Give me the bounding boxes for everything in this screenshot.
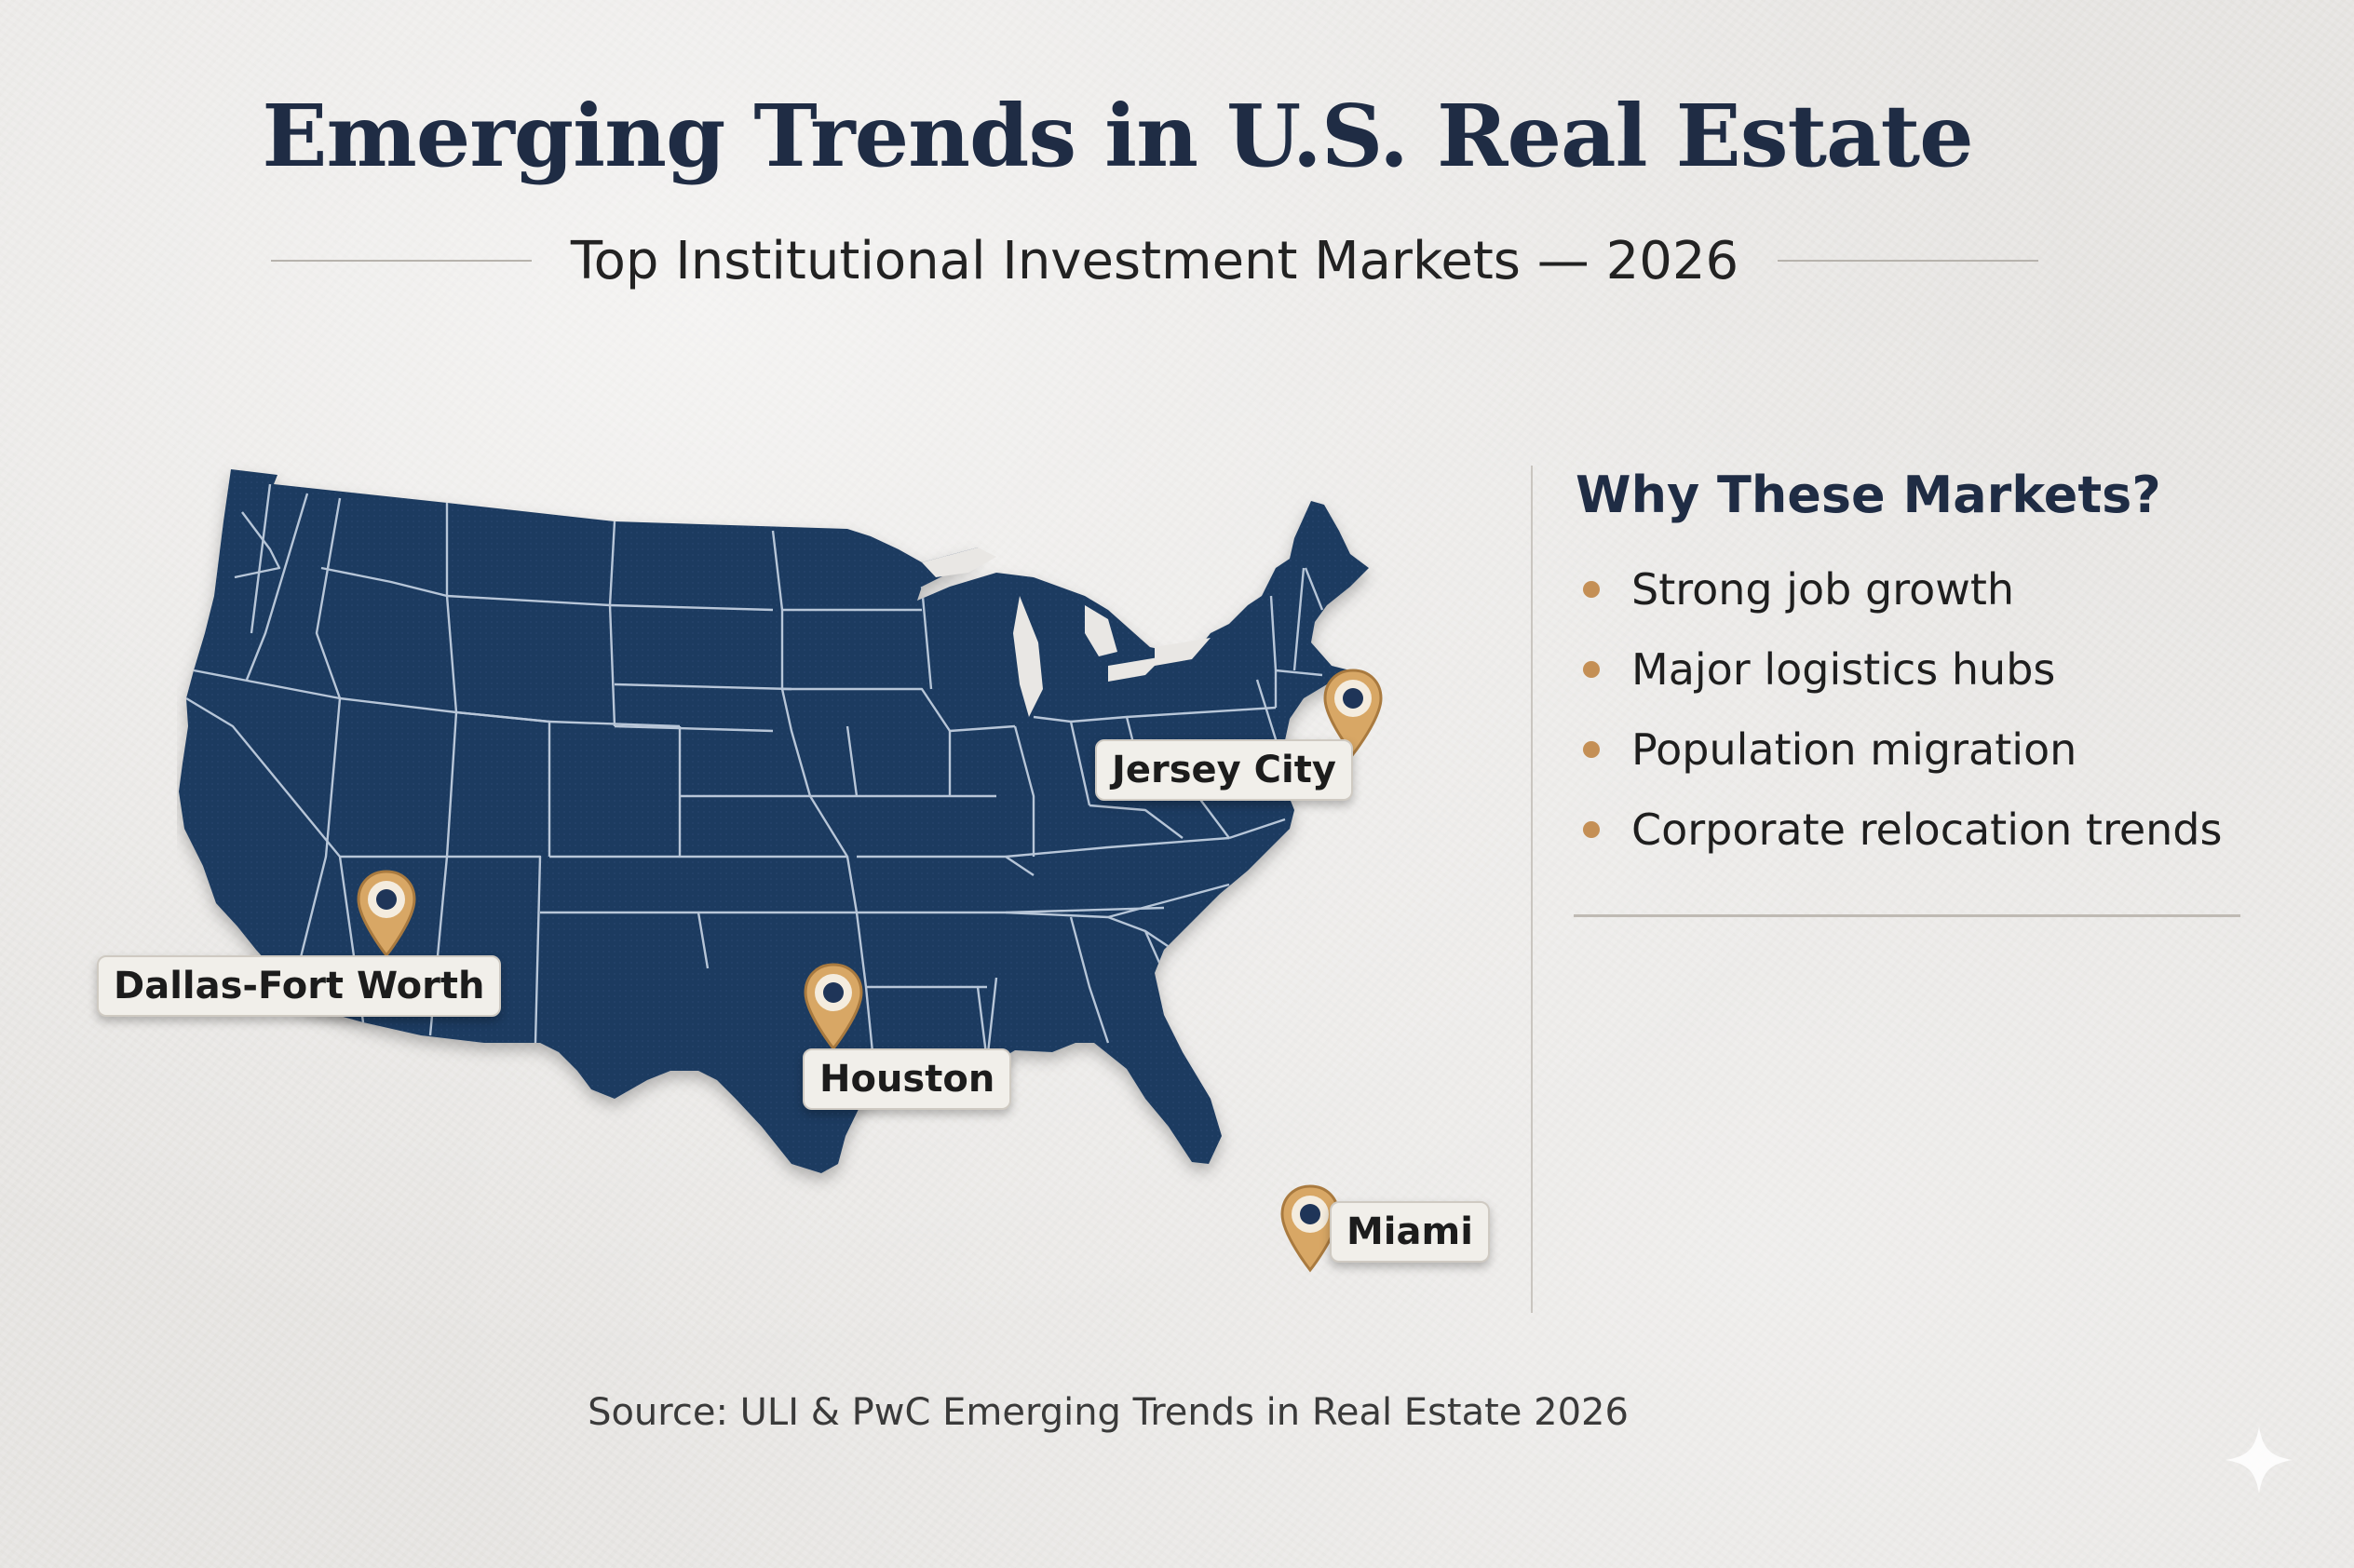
pin-jersey-city-icon[interactable] <box>1320 667 1386 760</box>
subtitle: Top Institutional Investment Markets — 2… <box>570 230 1739 291</box>
subtitle-row: Top Institutional Investment Markets — 2… <box>223 223 2086 298</box>
bullet-dot-icon <box>1583 741 1600 758</box>
source-note: Source: ULI & PwC Emerging Trends in Rea… <box>588 1391 1629 1434</box>
marker-label-miami[interactable]: Miami <box>1330 1201 1490 1263</box>
subtitle-rule-right <box>1778 260 2039 262</box>
pin-miami-icon[interactable] <box>1278 1183 1343 1276</box>
page-title: Emerging Trends in U.S. Real Estate <box>262 86 1973 186</box>
bullet-text: Population migration <box>1631 724 2077 775</box>
pin-houston-icon[interactable] <box>801 961 866 1054</box>
marker-label-dallas-fort-worth[interactable]: Dallas-Fort Worth <box>97 955 502 1017</box>
bullet-dot-icon <box>1583 581 1600 598</box>
bullet-text: Strong job growth <box>1631 564 2015 615</box>
sparkle-icon <box>2225 1426 2293 1494</box>
bullet-item: Major logistics hubs <box>1583 629 2222 710</box>
marker-label-houston[interactable]: Houston <box>803 1048 1012 1110</box>
bullet-text: Corporate relocation trends <box>1631 804 2223 855</box>
bullet-item: Strong job growth <box>1583 549 2222 629</box>
bullet-item: Corporate relocation trends <box>1583 790 2222 870</box>
subtitle-rule-left <box>270 260 532 262</box>
bullet-dot-icon <box>1583 661 1600 678</box>
bullet-item: Population migration <box>1583 710 2222 790</box>
sidebar-divider <box>1531 466 1533 1313</box>
pin-dallas-fort-worth-icon[interactable] <box>354 868 419 961</box>
bullet-text: Major logistics hubs <box>1631 644 2056 695</box>
sidebar-rule <box>1574 914 2240 917</box>
bullet-dot-icon <box>1583 821 1600 838</box>
sidebar-bullet-list: Strong job growth Major logistics hubs P… <box>1583 549 2222 870</box>
marker-label-jersey-city[interactable]: Jersey City <box>1095 739 1353 801</box>
sidebar-title: Why These Markets? <box>1576 466 2161 524</box>
